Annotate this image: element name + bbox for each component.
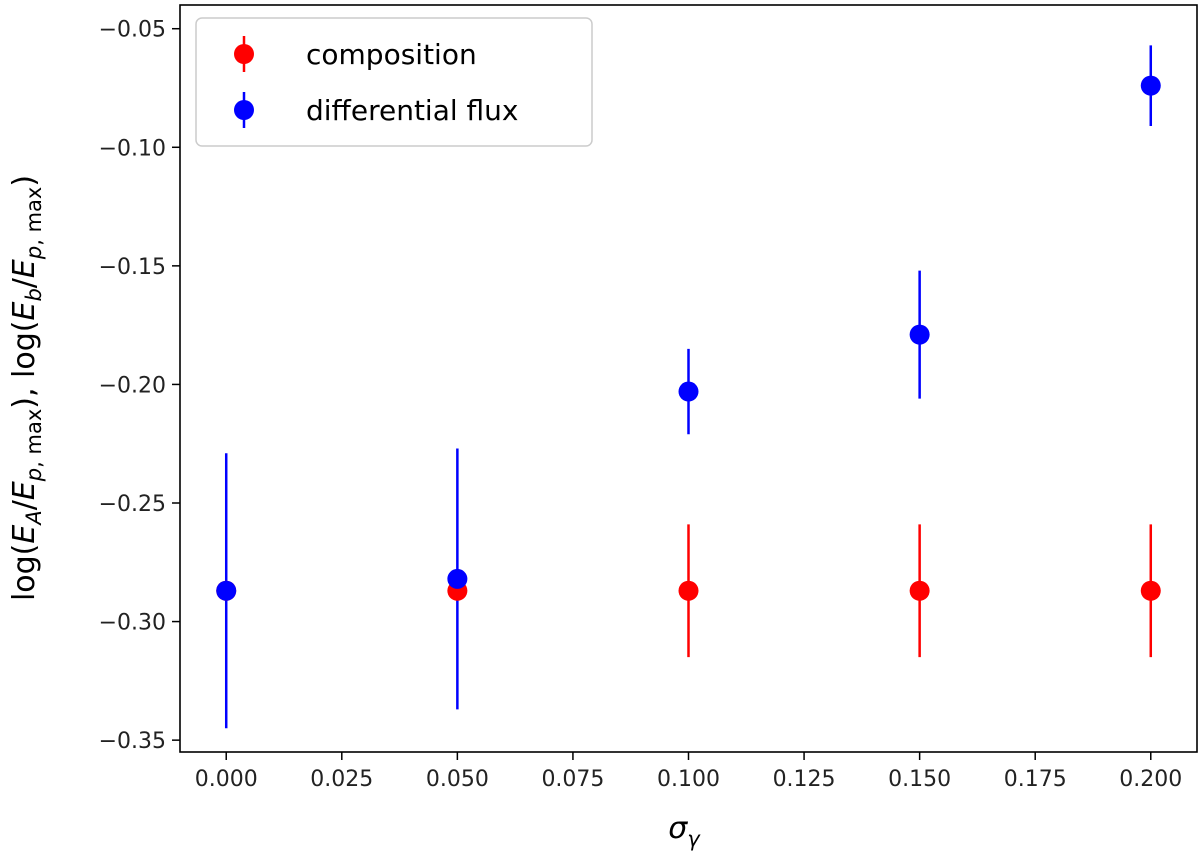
x-tick-label: 0.075 [541, 767, 604, 792]
plot-frame [179, 4, 1198, 753]
legend-label-differential-flux: differential flux [306, 94, 519, 127]
y-tick-label: −0.25 [99, 492, 166, 517]
y-tick-label: −0.35 [99, 729, 166, 754]
x-axis-title: σγ [668, 811, 701, 851]
points-layer [216, 75, 1161, 601]
legend-box [195, 17, 593, 147]
x-tick-label: 0.100 [657, 767, 720, 792]
legend-marker-differential-flux [234, 100, 254, 120]
x-tick-label: 0.175 [1004, 767, 1067, 792]
legend-entry-composition: composition [234, 36, 477, 72]
legend-label-composition: composition [306, 38, 477, 71]
x-tick-label: 0.025 [310, 767, 373, 792]
x-tick-label: 0.000 [195, 767, 258, 792]
legend-entry-differential-flux: differential flux [234, 92, 519, 128]
data-point-differential-flux [216, 580, 237, 601]
data-point-differential-flux [909, 324, 930, 345]
x-tick-label: 0.150 [888, 767, 951, 792]
x-tick-label: 0.050 [426, 767, 489, 792]
data-point-differential-flux [447, 568, 468, 589]
data-point-differential-flux [678, 381, 699, 402]
y-tick-label: −0.15 [99, 255, 166, 280]
x-tick-label: 0.200 [1119, 767, 1182, 792]
ticks-layer: 0.000 0.025 0.050 0.075 0.100 0.125 0.150 0.175… [99, 18, 1183, 792]
x-tick-label: 0.125 [773, 767, 836, 792]
data-point-composition [678, 580, 699, 601]
y-axis-title: log(EA/Ep, max), log(Eb/Ep, max) [7, 175, 46, 601]
legend-marker-composition [234, 44, 254, 64]
data-point-differential-flux [1140, 75, 1161, 96]
y-tick-label: −0.30 [99, 611, 166, 636]
data-point-composition [1140, 580, 1161, 601]
y-tick-label: −0.05 [99, 18, 166, 43]
legend: composition differential flux [195, 17, 593, 147]
y-tick-label: −0.10 [99, 136, 166, 161]
data-point-composition [909, 580, 930, 601]
y-tick-label: −0.20 [99, 373, 166, 398]
